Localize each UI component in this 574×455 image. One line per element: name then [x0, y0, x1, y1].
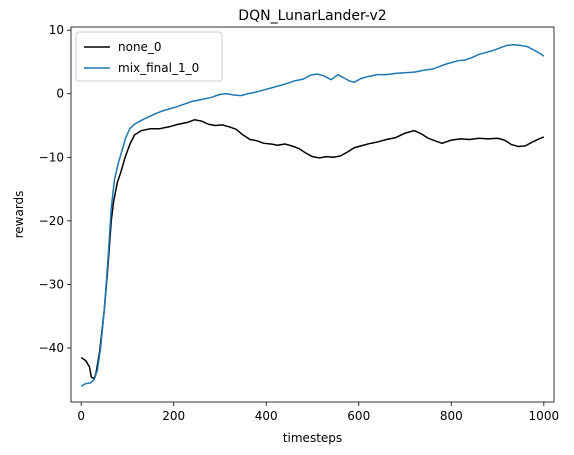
plot-frame: [70, 26, 555, 403]
legend: none_0 mix_final_1_0: [75, 31, 223, 82]
series-line-mix-final-1-0: [80, 44, 545, 387]
legend-label-none-0: none_0: [118, 40, 162, 54]
y-tick-label: −30: [39, 277, 64, 291]
x-axis: 0 200 400 600 800 1000: [77, 402, 559, 423]
series-layer: [80, 44, 545, 387]
y-axis: 10 0 −10 −20 −30 −40: [39, 23, 71, 355]
y-axis-label: rewards: [12, 191, 26, 239]
x-tick-label: 800: [440, 409, 463, 423]
y-tick-label: −20: [39, 214, 64, 228]
y-tick-label: −40: [39, 341, 64, 355]
legend-box: [75, 31, 223, 82]
y-tick-label: 0: [56, 87, 64, 101]
y-tick-label: 10: [49, 23, 64, 37]
x-tick-label: 600: [347, 409, 370, 423]
chart-title: DQN_LunarLander-v2: [238, 8, 386, 24]
x-tick-label: 200: [162, 409, 185, 423]
x-axis-label: timesteps: [283, 431, 342, 445]
series-line-none-0: [80, 119, 545, 380]
x-tick-label: 0: [77, 409, 85, 423]
x-tick-label: 400: [255, 409, 278, 423]
legend-label-mix-final-1-0: mix_final_1_0: [118, 61, 199, 75]
y-tick-label: −10: [39, 150, 64, 164]
x-tick-label: 1000: [529, 409, 560, 423]
